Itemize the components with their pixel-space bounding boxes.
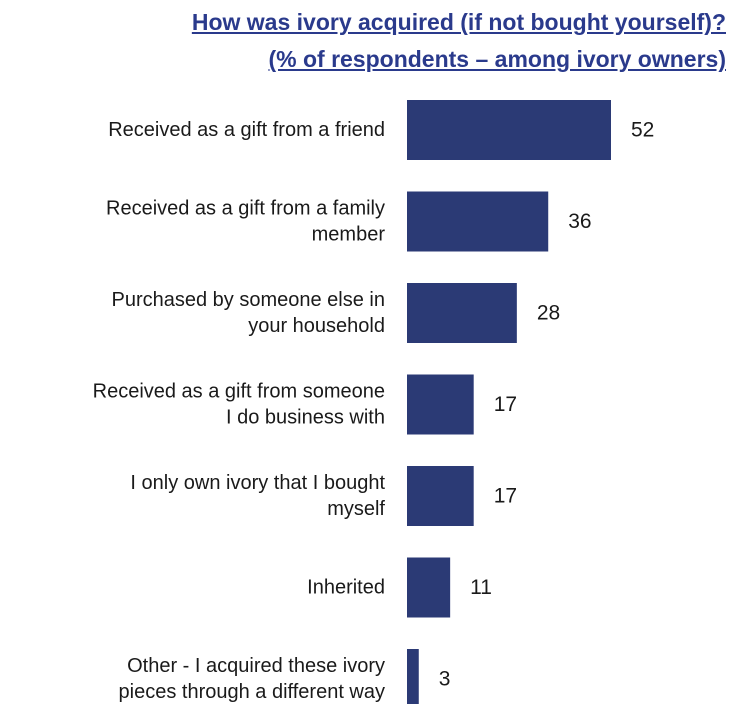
category-label-line: Purchased by someone else in xyxy=(112,289,386,311)
category-label-line: Received as a gift from someone xyxy=(93,381,385,403)
bar xyxy=(407,374,474,435)
category-label-line: I do business with xyxy=(226,407,385,429)
bar-value-label: 11 xyxy=(470,576,492,599)
category-label: I only own ivory that I bought myself xyxy=(130,472,385,520)
category-label-line: member xyxy=(312,224,386,246)
bar xyxy=(407,557,451,618)
chart-title: How was ivory acquired (if not bought yo… xyxy=(100,4,726,78)
category-label-line: Received as a gift from a family xyxy=(106,198,385,220)
bar-value-label: 52 xyxy=(631,119,654,142)
category-label-line: Other - I acquired these ivory xyxy=(127,655,385,677)
category-label: Other - I acquired these ivory pieces thr… xyxy=(119,655,385,703)
category-label-line: Received as a gift from a friend xyxy=(108,119,385,141)
category-label: Received as a gift from a friend xyxy=(108,119,385,141)
bar xyxy=(407,191,549,252)
bar-value-label: 3 xyxy=(439,668,451,691)
category-label-line: your household xyxy=(248,315,385,337)
category-label: Inherited xyxy=(307,577,385,599)
category-label-line: Inherited xyxy=(307,577,385,599)
category-label: Received as a gift from someone I do busi… xyxy=(93,381,385,429)
chart-title-line: How was ivory acquired (if not bought yo… xyxy=(191,9,726,35)
category-label-line: pieces through a different way xyxy=(119,681,385,703)
bar xyxy=(407,100,611,160)
bar xyxy=(407,649,419,704)
category-label-line: I only own ivory that I bought xyxy=(130,472,385,494)
category-label: Purchased by someone else in your househo… xyxy=(112,289,386,337)
bar-value-label: 28 xyxy=(537,302,560,325)
bar-value-label: 17 xyxy=(494,485,517,508)
bar-value-label: 17 xyxy=(494,393,517,416)
category-label: Received as a gift from a family member xyxy=(106,198,385,246)
bar xyxy=(407,283,517,343)
bar-value-label: 36 xyxy=(568,210,591,233)
chart-subtitle-line: (% of respondents – among ivory owners) xyxy=(268,46,726,72)
bar xyxy=(407,466,474,526)
category-label-line: myself xyxy=(327,498,385,520)
